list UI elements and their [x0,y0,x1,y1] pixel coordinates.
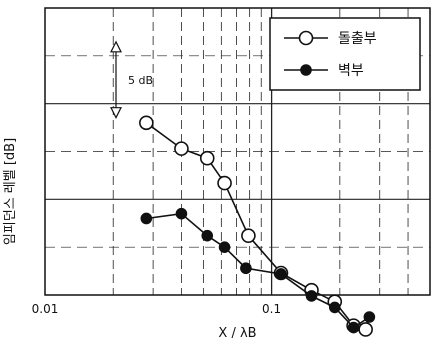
data-point [140,212,153,225]
legend-label: 벽부 [338,63,364,79]
legend-box [269,17,421,91]
data-point [174,141,189,156]
data-point [199,150,215,166]
data-point [305,290,318,302]
data-point [363,311,376,323]
legend-entry: 벽부 [284,63,364,79]
data-point [358,322,373,337]
series-line [145,122,366,331]
data-point [201,229,214,242]
arrow-down-icon [110,107,122,120]
series-layer [139,115,376,337]
data-point [241,228,256,243]
annotation-label: 5 dB [128,74,153,87]
y-axis-label: 임피던스 레벨 [dB] [3,138,18,245]
series-2 [140,207,376,334]
arrow-up-icon [110,40,122,53]
x-tick-label: 0.01 [32,302,59,316]
legend-marker [300,64,312,76]
data-point [175,207,188,220]
legend-marker [298,30,314,46]
data-point [218,241,231,253]
legend-entry: 돌출부 [284,30,377,47]
data-point [275,268,287,280]
data-point [217,175,232,191]
scale-annotation: 5 dB [110,40,153,120]
legend-label: 돌출부 [338,31,377,47]
x-tick-label: 0.1 [262,302,281,316]
x-tick-labels: 0.01 0.1 [32,302,282,316]
x-axis-label: X / λB [218,326,256,341]
data-point [240,262,252,275]
series-line [146,212,370,329]
plot-frame [44,7,431,296]
data-point [139,115,154,131]
data-point [328,301,341,314]
data-point [347,321,360,334]
